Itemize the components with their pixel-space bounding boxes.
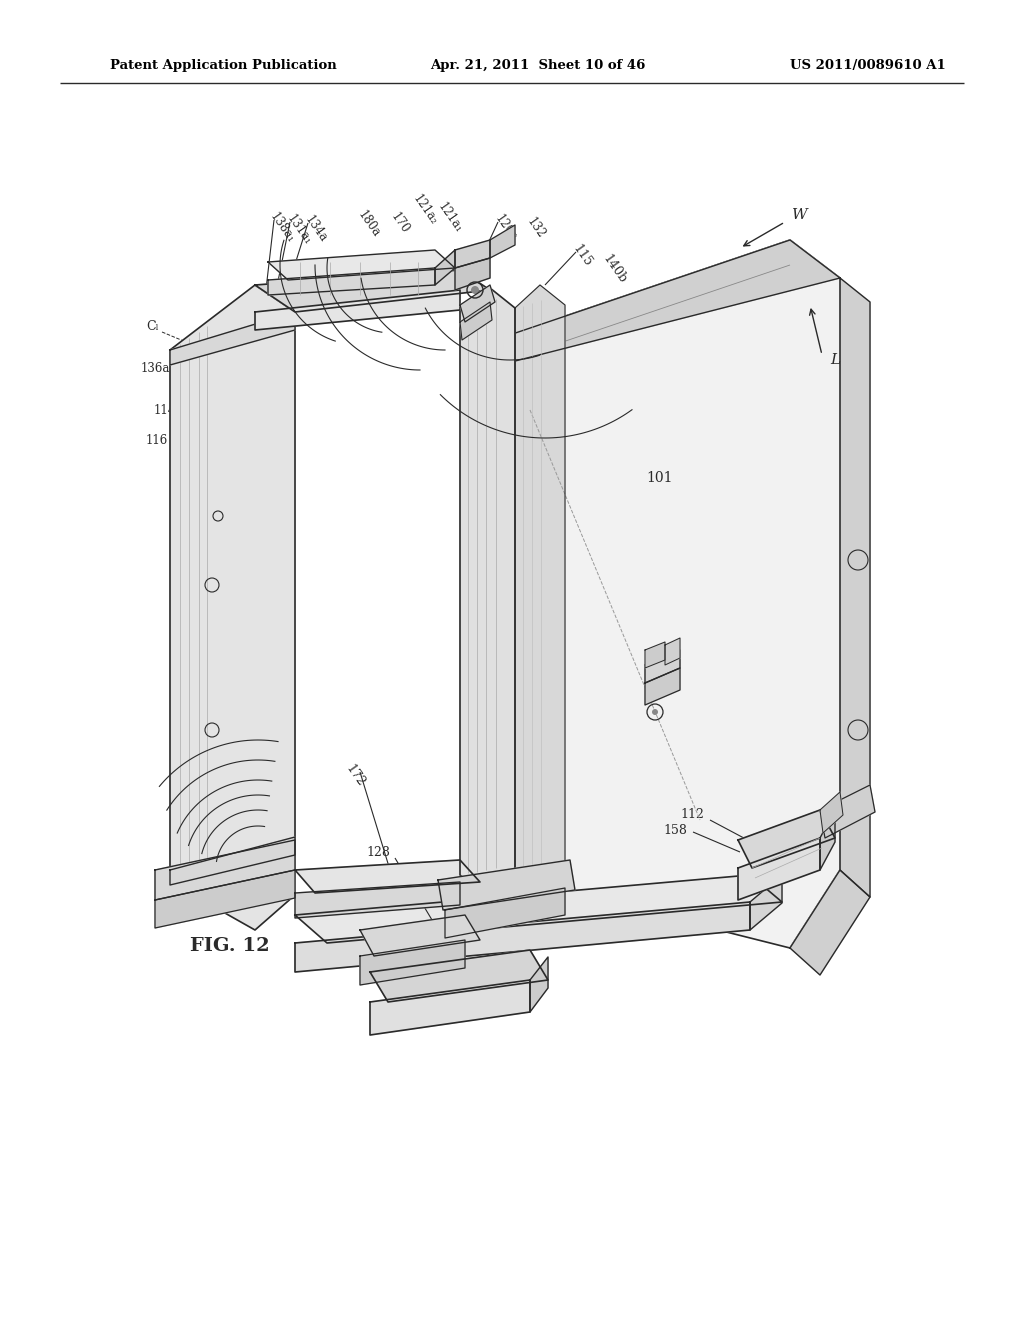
Text: 116: 116	[145, 433, 168, 446]
Polygon shape	[820, 810, 835, 870]
Polygon shape	[295, 861, 480, 894]
Text: Patent Application Publication: Patent Application Publication	[110, 58, 337, 71]
Polygon shape	[360, 940, 465, 985]
Text: 138a₂: 138a₂	[265, 754, 295, 789]
Polygon shape	[170, 837, 295, 884]
Text: 101: 101	[647, 471, 673, 484]
Polygon shape	[295, 875, 782, 942]
Polygon shape	[750, 875, 782, 931]
Circle shape	[471, 286, 479, 294]
Text: Cₗ: Cₗ	[146, 321, 160, 334]
Polygon shape	[738, 810, 835, 869]
Polygon shape	[155, 870, 295, 928]
Text: 126a: 126a	[252, 838, 279, 870]
Polygon shape	[460, 302, 492, 341]
Circle shape	[652, 709, 658, 715]
Text: 112: 112	[680, 808, 705, 821]
Text: Apr. 21, 2011  Sheet 10 of 46: Apr. 21, 2011 Sheet 10 of 46	[430, 58, 645, 71]
Text: 121a₂: 121a₂	[410, 191, 440, 227]
Text: 182a: 182a	[256, 808, 284, 840]
Polygon shape	[295, 902, 750, 972]
Text: 128: 128	[367, 846, 390, 858]
Text: 138a₁: 138a₁	[267, 210, 297, 246]
Text: US 2011/0089610 A1: US 2011/0089610 A1	[790, 58, 946, 71]
Polygon shape	[268, 249, 455, 280]
Text: L: L	[830, 352, 840, 367]
Polygon shape	[645, 649, 680, 682]
Polygon shape	[820, 792, 843, 833]
Text: 180a: 180a	[355, 209, 382, 239]
Polygon shape	[360, 915, 480, 956]
Polygon shape	[170, 312, 295, 366]
Polygon shape	[490, 224, 515, 257]
Polygon shape	[840, 279, 870, 898]
Polygon shape	[255, 271, 490, 312]
Polygon shape	[295, 882, 460, 917]
Polygon shape	[435, 249, 455, 285]
Polygon shape	[255, 290, 460, 330]
Polygon shape	[370, 979, 530, 1035]
Text: 118: 118	[259, 793, 282, 818]
Polygon shape	[645, 668, 680, 705]
Text: 140b: 140b	[600, 252, 629, 285]
Polygon shape	[155, 840, 295, 900]
Polygon shape	[515, 285, 565, 898]
Text: 131a₁: 131a₁	[284, 213, 314, 247]
Text: 158: 158	[664, 824, 687, 837]
Text: 131a₂: 131a₂	[262, 774, 292, 809]
Polygon shape	[445, 888, 565, 939]
Polygon shape	[455, 240, 490, 268]
Polygon shape	[738, 838, 820, 900]
Text: W: W	[792, 209, 808, 222]
Polygon shape	[170, 285, 295, 931]
Polygon shape	[645, 642, 665, 668]
Polygon shape	[665, 638, 680, 665]
Text: FIG. 12: FIG. 12	[190, 937, 269, 954]
Polygon shape	[438, 861, 575, 909]
Polygon shape	[460, 285, 495, 322]
Text: 120a: 120a	[492, 213, 519, 243]
Text: 172: 172	[343, 762, 368, 789]
Polygon shape	[820, 785, 874, 838]
Text: 134a: 134a	[302, 213, 330, 244]
Text: 110: 110	[524, 906, 551, 919]
Polygon shape	[460, 288, 515, 900]
Polygon shape	[268, 268, 435, 294]
Polygon shape	[455, 257, 490, 290]
Text: 132: 132	[524, 215, 548, 240]
Text: 121a₁: 121a₁	[435, 201, 465, 235]
Polygon shape	[370, 950, 548, 1002]
Polygon shape	[480, 240, 840, 948]
Text: 136a: 136a	[140, 362, 170, 375]
Text: 105: 105	[439, 973, 465, 987]
Text: 170: 170	[388, 210, 412, 236]
Polygon shape	[530, 957, 548, 1012]
Text: 115: 115	[570, 242, 594, 269]
Polygon shape	[790, 870, 870, 975]
Polygon shape	[480, 240, 840, 370]
Text: 114: 114	[154, 404, 176, 417]
Text: 134b: 134b	[254, 822, 282, 855]
